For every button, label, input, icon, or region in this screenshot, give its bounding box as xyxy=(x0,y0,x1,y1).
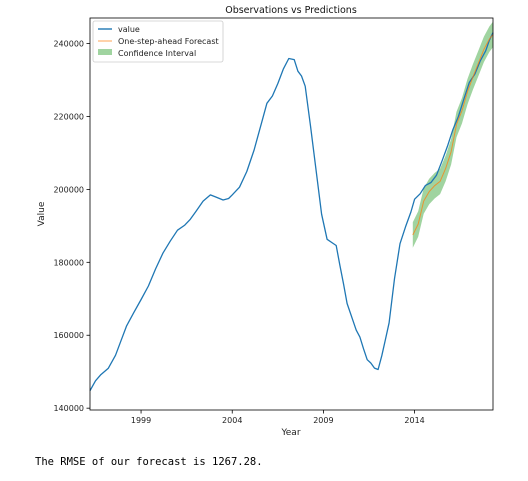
x-tick-label: 2014 xyxy=(404,416,424,425)
x-axis-label: Year xyxy=(280,428,300,438)
x-tick-label: 2009 xyxy=(313,416,333,425)
legend-label-value: value xyxy=(118,25,140,34)
y-tick-label: 160000 xyxy=(53,331,84,340)
chart-title: Observations vs Predictions xyxy=(225,5,357,16)
series-line-value xyxy=(89,32,494,392)
legend-swatch-confidence-interval xyxy=(98,49,112,55)
y-tick-label: 220000 xyxy=(53,112,84,121)
legend-label-confidence-interval: Confidence Interval xyxy=(118,49,196,58)
legend: value One-step-ahead Forecast Confidence… xyxy=(92,20,224,63)
y-tick-label: 140000 xyxy=(53,404,84,413)
plot-frame xyxy=(89,17,494,411)
y-axis-label: Value xyxy=(37,201,47,226)
x-tick-label: 2004 xyxy=(222,416,242,425)
y-tick-label: 180000 xyxy=(53,258,84,267)
y-axis-ticks: 140000 160000 180000 200000 220000 240000 xyxy=(53,40,90,413)
legend-label-forecast: One-step-ahead Forecast xyxy=(118,37,219,46)
y-tick-label: 200000 xyxy=(53,185,84,194)
series-line-forecast xyxy=(412,34,494,236)
forecast-chart: Observations vs Predictions 1999 2004 2009… xyxy=(37,5,494,438)
legend-box xyxy=(92,20,224,63)
series-layer xyxy=(89,32,494,392)
rmse-output-text: The RMSE of our forecast is 1267.28. xyxy=(35,456,263,468)
x-tick-label: 1999 xyxy=(131,416,151,425)
x-axis-ticks: 1999 2004 2009 2014 xyxy=(131,410,425,425)
y-tick-label: 240000 xyxy=(53,40,84,49)
